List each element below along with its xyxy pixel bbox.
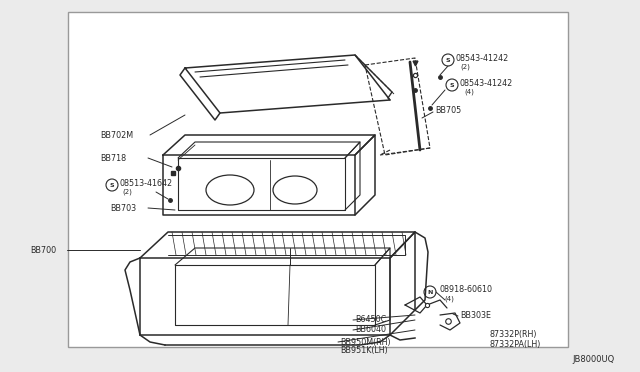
Text: BB950M(RH): BB950M(RH) [340, 337, 390, 346]
Text: 08543-41242: 08543-41242 [456, 54, 509, 62]
Text: 08543-41242: 08543-41242 [460, 78, 513, 87]
Text: BB6040: BB6040 [355, 326, 386, 334]
Text: 08918-60610: 08918-60610 [440, 285, 493, 295]
Text: 87332P(RH): 87332P(RH) [490, 330, 538, 340]
Text: S: S [109, 183, 115, 187]
Text: (4): (4) [444, 296, 454, 302]
Text: BB303E: BB303E [460, 311, 491, 321]
Text: JB8000UQ: JB8000UQ [572, 356, 614, 365]
Text: (2): (2) [460, 64, 470, 70]
Text: (4): (4) [464, 89, 474, 95]
Text: BB718: BB718 [100, 154, 126, 163]
Text: BB951K(LH): BB951K(LH) [340, 346, 388, 356]
Text: N: N [428, 289, 433, 295]
Text: BB700: BB700 [30, 246, 56, 254]
Text: 08513-41642: 08513-41642 [120, 179, 173, 187]
Text: S: S [450, 83, 454, 87]
Text: S: S [445, 58, 451, 62]
Text: BB702M: BB702M [100, 131, 133, 140]
Text: 87332PA(LH): 87332PA(LH) [490, 340, 541, 349]
Text: B6450C: B6450C [355, 315, 387, 324]
Text: BB705: BB705 [435, 106, 461, 115]
Bar [68, 12, 568, 347]
Text: (2): (2) [122, 189, 132, 195]
Text: BB703: BB703 [110, 203, 136, 212]
